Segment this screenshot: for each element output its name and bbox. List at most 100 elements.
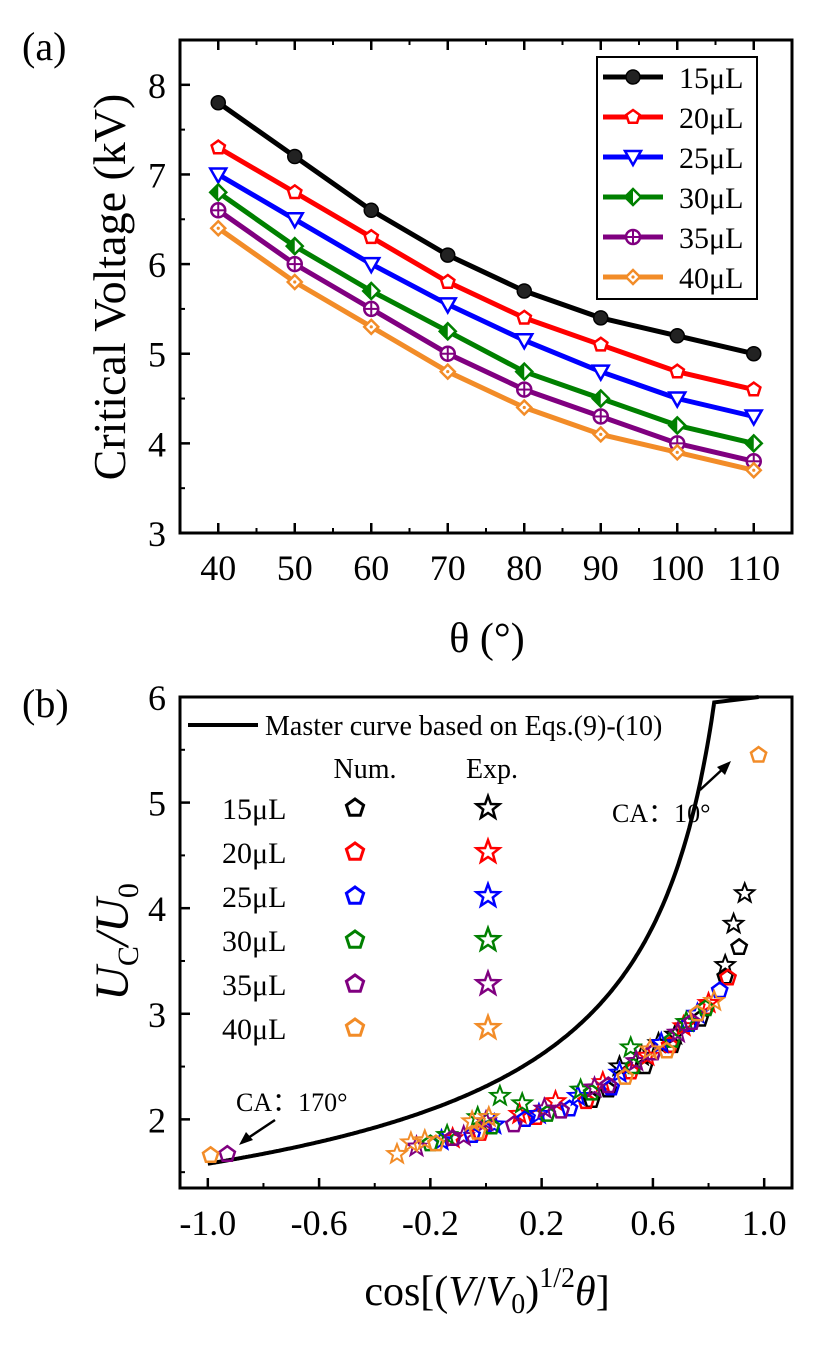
exp-point	[712, 952, 738, 976]
data-point-fill	[745, 435, 754, 452]
legend-exp-marker	[473, 880, 503, 909]
data-point-dot	[599, 432, 603, 436]
num-point	[749, 745, 768, 763]
exp-point	[526, 1101, 552, 1125]
y-tick-label: 4	[148, 424, 166, 464]
exp-point	[487, 1083, 513, 1107]
series-40μL	[201, 745, 768, 1165]
legend-num-marker	[344, 1017, 366, 1037]
y-axis-title: UC/U0	[86, 883, 145, 1001]
data-point	[516, 283, 532, 299]
data-point-fill	[286, 238, 295, 255]
data-point	[593, 310, 609, 326]
data-point	[286, 183, 303, 200]
annotation-arrowhead-170	[239, 1132, 253, 1145]
data-point-fill	[210, 184, 219, 201]
legend-header-exp: Exp.	[466, 754, 518, 785]
legend-label: 35μL	[679, 222, 743, 255]
legend-label: 15μL	[679, 62, 743, 95]
legend-box	[596, 56, 758, 300]
x-tick-label: -1.0	[179, 1203, 236, 1243]
y-tick-label: 5	[148, 784, 166, 824]
exp-point	[412, 1127, 438, 1151]
legend-num-marker	[344, 929, 366, 949]
exp-point	[398, 1129, 424, 1154]
series-line	[216, 100, 755, 357]
exp-point	[509, 1090, 535, 1114]
legend-exp-marker	[473, 924, 503, 953]
data-point-dot	[752, 468, 756, 472]
legend-marker	[625, 69, 641, 85]
data-point	[514, 333, 535, 351]
data-point	[667, 391, 688, 410]
num-point	[682, 1012, 701, 1030]
series-25μL	[208, 167, 764, 427]
data-point-dot	[216, 226, 220, 230]
data-point-fill	[592, 390, 601, 407]
annotation-ca-10: CA：10°	[612, 799, 711, 828]
series-30μL	[208, 182, 764, 454]
num-point	[552, 1101, 571, 1119]
data-point	[437, 297, 458, 315]
legend-label: 30μL	[679, 182, 743, 215]
legend-exp-marker	[473, 968, 503, 997]
annotation-arrowhead-10	[717, 761, 731, 775]
panel-b: (b) -1.0 -0.6 -0.2 0.2 0.6 1.0 2 3 4 5 6 cos[(V/V0)1…	[22, 678, 794, 1320]
data-point	[208, 167, 229, 185]
legend-master-label: Master curve based on Eqs.(9)-(10)	[265, 711, 662, 742]
x-tick-label: -0.6	[291, 1203, 348, 1243]
data-point	[210, 94, 226, 111]
panel-label: (b)	[22, 681, 69, 726]
data-point	[210, 139, 227, 155]
series-20μL	[210, 139, 762, 397]
series-line	[216, 226, 755, 473]
data-point-fill	[516, 363, 525, 380]
x-tick-label: 70	[430, 548, 466, 588]
num-point	[696, 998, 715, 1017]
legend-marker-fill	[625, 189, 633, 205]
legend-marker-dot	[631, 275, 635, 279]
num-point	[660, 1035, 679, 1054]
annotation-ca-170: CA：170°	[236, 1088, 348, 1117]
series-20μL	[440, 968, 738, 1149]
y-tick-label: 3	[148, 995, 166, 1035]
legend-label: 35μL	[222, 969, 286, 1002]
series-35μL	[210, 202, 762, 470]
exp-point	[732, 880, 757, 904]
exp-point	[721, 911, 746, 935]
y-tick-label: 5	[148, 335, 166, 375]
exp-point	[618, 1034, 643, 1059]
y-tick-label: 3	[148, 514, 166, 554]
x-tick-label: 110	[727, 548, 780, 588]
num-point	[657, 1041, 676, 1059]
y-tick-label: 6	[148, 245, 166, 285]
num-point	[616, 1067, 635, 1085]
data-point	[363, 202, 379, 219]
data-point-fill	[363, 282, 372, 299]
x-tick-label: 100	[650, 548, 704, 588]
legend-num-marker	[344, 797, 366, 817]
legend-num-marker	[344, 885, 366, 905]
x-axis-title: θ (°)	[449, 616, 524, 662]
legend-label: 20μL	[679, 102, 743, 135]
series-40μL	[209, 219, 763, 480]
num-point	[443, 1128, 462, 1147]
legend-label: 15μL	[222, 793, 286, 826]
legend-header-num: Num.	[334, 754, 397, 785]
data-point-fill	[669, 417, 678, 434]
panel-label: (a)	[22, 24, 66, 69]
series-line	[217, 145, 755, 393]
data-point	[669, 328, 685, 344]
data-point	[590, 364, 611, 383]
series-15μL	[210, 94, 762, 362]
data-point	[440, 247, 456, 263]
x-tick-label: 0.2	[519, 1203, 564, 1243]
master-curve-line	[207, 695, 759, 1166]
legend-label: 20μL	[222, 837, 286, 870]
legend-label: 30μL	[222, 925, 286, 958]
legend-exp-marker	[473, 1012, 503, 1041]
legend: 15μL 20μL 25μL 30μL 35μL 40μL	[596, 56, 758, 300]
x-tick-label: 0.6	[630, 1203, 675, 1243]
exp-point	[384, 1141, 410, 1165]
